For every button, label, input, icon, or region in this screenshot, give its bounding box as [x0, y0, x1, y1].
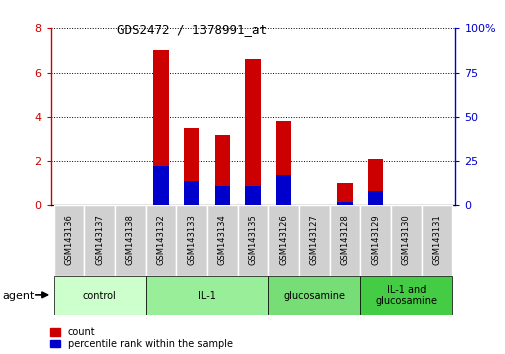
Text: GSM143126: GSM143126: [279, 214, 287, 265]
Text: GSM143127: GSM143127: [309, 214, 318, 265]
Bar: [275, 121, 291, 205]
Bar: [54, 205, 84, 276]
Bar: [298, 205, 329, 276]
Text: GSM143128: GSM143128: [340, 214, 349, 265]
Bar: [245, 186, 260, 205]
Bar: [337, 202, 352, 205]
Text: GSM143138: GSM143138: [126, 214, 134, 265]
Text: IL-1 and
glucosamine: IL-1 and glucosamine: [375, 285, 436, 307]
Bar: [214, 135, 230, 205]
Text: glucosamine: glucosamine: [283, 291, 344, 301]
Text: GSM143136: GSM143136: [64, 214, 73, 265]
Bar: [214, 186, 230, 205]
Text: GSM143134: GSM143134: [218, 214, 226, 265]
Bar: [245, 59, 260, 205]
Text: GSM143137: GSM143137: [95, 214, 104, 265]
Bar: [268, 205, 298, 276]
Bar: [367, 159, 383, 205]
Bar: [360, 205, 390, 276]
Bar: [329, 205, 360, 276]
Bar: [275, 175, 291, 205]
Bar: [184, 181, 199, 205]
Bar: [54, 276, 145, 315]
Bar: [337, 183, 352, 205]
Bar: [84, 205, 115, 276]
Text: IL-1: IL-1: [197, 291, 216, 301]
Bar: [145, 205, 176, 276]
Bar: [268, 276, 360, 315]
Bar: [207, 205, 237, 276]
Bar: [237, 205, 268, 276]
Bar: [176, 205, 207, 276]
Bar: [390, 205, 421, 276]
Bar: [145, 276, 268, 315]
Legend: count, percentile rank within the sample: count, percentile rank within the sample: [50, 327, 232, 349]
Text: GSM143135: GSM143135: [248, 214, 257, 265]
Text: GSM143131: GSM143131: [432, 214, 441, 265]
Text: agent: agent: [3, 291, 35, 301]
Bar: [153, 166, 168, 205]
Text: GSM143130: GSM143130: [401, 214, 410, 265]
Bar: [184, 128, 199, 205]
Text: control: control: [83, 291, 116, 301]
Bar: [153, 51, 168, 205]
Bar: [360, 276, 451, 315]
Bar: [367, 191, 383, 205]
Text: GSM143129: GSM143129: [371, 214, 379, 265]
Text: GSM143132: GSM143132: [156, 214, 165, 265]
Bar: [115, 205, 145, 276]
Bar: [421, 205, 451, 276]
Text: GDS2472 / 1378991_at: GDS2472 / 1378991_at: [117, 23, 267, 36]
Text: GSM143133: GSM143133: [187, 214, 196, 265]
